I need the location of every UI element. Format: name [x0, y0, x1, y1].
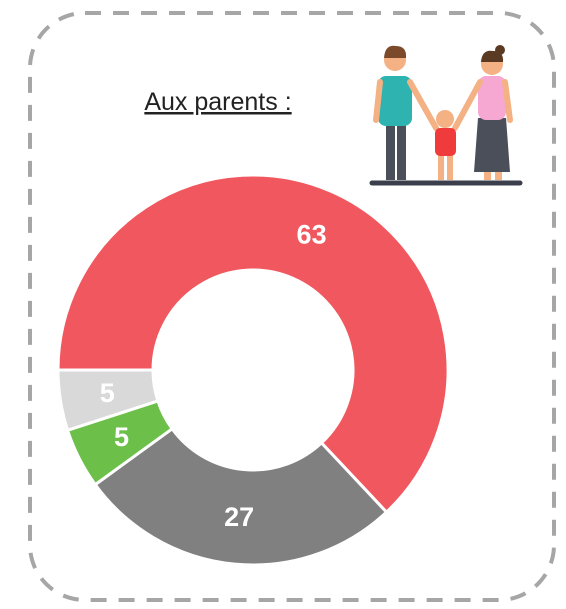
- donut-slice: [56, 173, 450, 515]
- family-icon: [369, 45, 523, 186]
- donut-slice: [93, 426, 389, 567]
- chart-title: Aux parents :: [144, 88, 291, 116]
- value-label: 63: [297, 220, 327, 250]
- donut-slice: [56, 368, 160, 433]
- value-label: 27: [224, 502, 254, 532]
- value-label: 5: [100, 378, 115, 408]
- value-label: 5: [114, 422, 129, 452]
- dashed-frame: [28, 11, 556, 602]
